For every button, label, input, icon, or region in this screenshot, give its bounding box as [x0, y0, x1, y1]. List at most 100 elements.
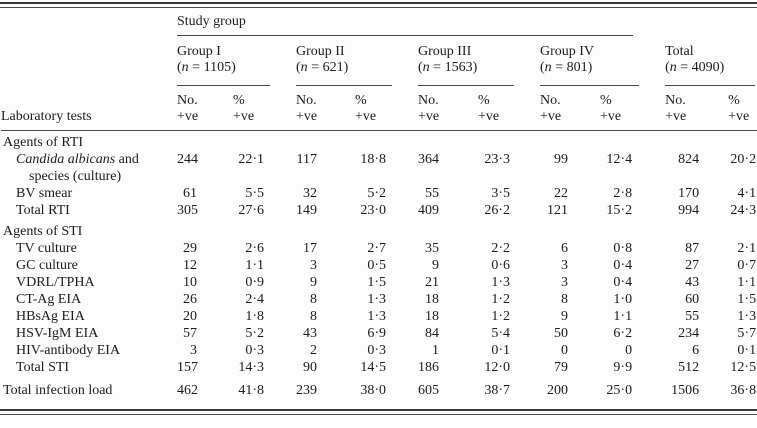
value-cell: 1·2	[491, 309, 510, 324]
value-cell: 6	[561, 241, 568, 256]
value-cell: 3	[310, 258, 317, 273]
study-group-header: Study group	[177, 8, 665, 36]
group-label: Group I	[177, 44, 221, 59]
no-positive-header: No. +ve	[177, 86, 233, 131]
data-row: HBsAg EIA 20 1·8 8 1·3 18 1·2 9 1·1 55 1·3	[1, 308, 757, 325]
data-row: Total STI 157 14·3 90 14·5 186 12·0 79 9·9 512 12·…	[1, 359, 757, 376]
group-n-label: (n = 4090)	[665, 60, 725, 75]
value-cell: 90	[303, 360, 317, 375]
value-cell: 29	[183, 241, 197, 256]
group-underline: Group IV (n = 801)	[540, 44, 640, 86]
value-cell: 8	[310, 292, 317, 307]
value-cell: 20	[183, 309, 197, 324]
value-cell: 23·3	[484, 152, 510, 167]
group-header-3: Group III (n = 1563)	[418, 36, 540, 86]
value-cell: 24·3	[730, 203, 757, 218]
value-cell: 60	[685, 292, 700, 307]
value-cell: 1·5	[737, 292, 757, 307]
value-cell: 99	[554, 152, 568, 167]
row-label: HSV-IgM EIA	[16, 326, 99, 341]
value-cell: 2·4	[245, 292, 264, 307]
value-cell: 5·2	[367, 186, 386, 201]
value-cell: 2·2	[491, 241, 510, 256]
row-label: CT-Ag EIA	[16, 292, 82, 307]
value-cell: 5·7	[737, 326, 757, 341]
data-row: TV culture 29 2·6 17 2·7 35 2·2 6 0·8 87 2·1	[1, 240, 757, 257]
value-cell: 2·8	[613, 186, 633, 201]
value-cell: 0·7	[737, 258, 757, 273]
value-cell: 26·2	[484, 203, 510, 218]
value-cell: 1·0	[613, 292, 633, 307]
no-positive-header: No. +ve	[296, 86, 355, 131]
value-cell: 239	[296, 383, 317, 398]
value-cell: 61	[183, 186, 197, 201]
value-cell: 22	[554, 186, 568, 201]
value-cell: 121	[547, 203, 568, 218]
no-positive-header: No. +ve	[665, 86, 729, 131]
value-cell: 12·4	[606, 152, 633, 167]
value-cell: 38·7	[484, 383, 510, 398]
value-cell: 9·9	[613, 360, 633, 375]
row-label: HBsAg EIA	[16, 309, 85, 324]
group-label: Group III	[418, 44, 472, 59]
value-cell: 43	[685, 275, 700, 290]
value-cell: 1·3	[737, 309, 757, 324]
value-cell: 1·1	[737, 275, 757, 290]
data-row: Candida albicans and species (culture) 244…	[1, 151, 757, 185]
row-label: VDRL/TPHA	[16, 275, 95, 290]
value-cell: 0·8	[613, 241, 633, 256]
value-cell: 57	[183, 326, 197, 341]
value-cell: 409	[418, 203, 439, 218]
value-cell: 14·5	[360, 360, 386, 375]
bottom-double-rule	[0, 409, 757, 415]
row-label-line2: species (culture)	[29, 169, 122, 184]
value-cell: 2	[310, 343, 317, 358]
group-label: Group IV	[540, 44, 595, 59]
value-cell: 9	[561, 309, 568, 324]
value-cell: 79	[554, 360, 568, 375]
value-cell: 5·5	[245, 186, 264, 201]
value-cell: 14·3	[238, 360, 264, 375]
no-positive-header: No. +ve	[540, 86, 600, 131]
value-cell: 605	[418, 383, 439, 398]
row-label: BV smear	[16, 186, 73, 201]
value-cell: 1·2	[491, 292, 510, 307]
value-cell: 0·1	[491, 343, 510, 358]
group-row-spacer	[1, 36, 177, 86]
value-cell: 50	[554, 326, 568, 341]
value-cell: 4·1	[737, 186, 757, 201]
value-cell: 20·2	[730, 152, 757, 167]
value-cell: 9	[310, 275, 317, 290]
value-cell: 8	[310, 309, 317, 324]
data-row: VDRL/TPHA 10 0·9 9 1·5 21 1·3 3 0·4 43 1·1	[1, 274, 757, 291]
value-cell: 55	[425, 186, 439, 201]
value-cell: 6·2	[613, 326, 633, 341]
value-cell: 157	[177, 360, 198, 375]
value-cell: 2·7	[367, 241, 386, 256]
value-cell: 8	[561, 292, 568, 307]
value-cell: 0	[561, 343, 568, 358]
value-cell: 994	[678, 203, 700, 218]
row-label: Agents of RTI	[3, 135, 84, 150]
data-row: BV smear 61 5·5 32 5·2 55 3·5 22 2·8 170 4·1	[1, 185, 757, 202]
value-cell: 186	[418, 360, 439, 375]
row-label: Agents of STI	[3, 224, 83, 239]
value-cell: 1·1	[245, 258, 264, 273]
data-row: GC culture 12 1·1 3 0·5 9 0·6 3 0·4 27 0·7	[1, 257, 757, 274]
value-cell: 18	[425, 309, 439, 324]
value-cell: 12	[183, 258, 197, 273]
value-cell: 0·9	[245, 275, 264, 290]
value-cell: 0·1	[737, 343, 757, 358]
value-cell: 364	[418, 152, 439, 167]
value-cell: 10	[183, 275, 197, 290]
value-cell: 25·0	[606, 383, 633, 398]
empty-cells	[177, 131, 757, 152]
section-row: Agents of RTI	[1, 131, 757, 152]
group-n-label: (n = 801)	[540, 60, 593, 75]
value-cell: 462	[177, 383, 198, 398]
value-cell: 2·1	[737, 241, 757, 256]
group-underline: Group II (n = 621)	[296, 44, 392, 86]
row-label: GC culture	[16, 258, 78, 273]
pct-positive-header: % +ve	[233, 86, 296, 131]
value-cell: 27	[685, 258, 700, 273]
